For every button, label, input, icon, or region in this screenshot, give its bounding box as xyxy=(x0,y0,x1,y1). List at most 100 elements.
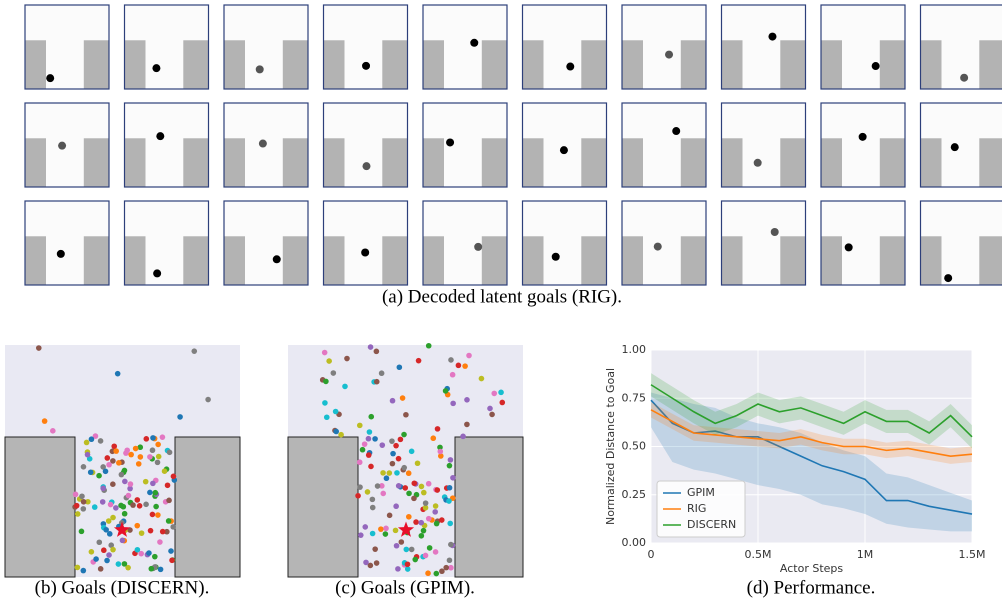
image-border xyxy=(322,4,409,90)
goal-dot xyxy=(447,520,454,527)
goal-dot xyxy=(359,446,366,453)
goal-dot xyxy=(392,527,399,534)
goal-dot xyxy=(110,458,116,464)
goal-dot xyxy=(110,514,116,521)
image-border xyxy=(223,102,309,188)
goal-image xyxy=(24,102,110,188)
goal-dot xyxy=(413,519,419,525)
goal-image xyxy=(820,4,906,90)
goal-dot xyxy=(491,390,498,397)
wall xyxy=(979,40,1002,89)
wall xyxy=(522,236,544,285)
goal-dot xyxy=(446,557,453,564)
goal-dot xyxy=(438,453,444,459)
object xyxy=(753,158,762,167)
object xyxy=(153,269,162,278)
goal-image xyxy=(24,200,110,286)
goal-dot xyxy=(450,400,456,407)
goal-dot xyxy=(134,546,141,553)
goal-image xyxy=(720,102,807,188)
goal-dot xyxy=(401,464,408,471)
image-border xyxy=(720,102,807,188)
goal-dot xyxy=(460,433,466,440)
goal-dot xyxy=(127,485,133,492)
goal-dot xyxy=(333,428,339,435)
goal-dot xyxy=(105,518,112,524)
goal-dot xyxy=(374,483,381,489)
goal-dot xyxy=(97,566,104,572)
goal-dot xyxy=(125,492,132,499)
image-border xyxy=(621,200,707,286)
goals-gpim xyxy=(287,342,524,578)
legend-box xyxy=(656,480,746,538)
wall xyxy=(382,40,408,89)
wall xyxy=(879,138,905,187)
goal-image xyxy=(422,102,508,188)
goal-dot xyxy=(78,528,85,535)
series-line xyxy=(650,384,973,438)
goal-dot xyxy=(394,470,400,476)
goal-dot xyxy=(418,519,425,526)
wall xyxy=(581,236,607,285)
goal-dot xyxy=(442,388,449,394)
image-border xyxy=(123,200,210,286)
wall xyxy=(224,40,245,89)
confidence-band xyxy=(651,402,972,464)
goal-dot xyxy=(138,530,145,536)
goal-dot xyxy=(164,482,171,489)
goal-dot xyxy=(80,567,87,574)
goal-dot xyxy=(356,459,363,466)
x-tick-label: 0.5M xyxy=(745,548,772,561)
goal-dot xyxy=(432,503,439,509)
goal-dot xyxy=(418,532,425,539)
wall xyxy=(423,138,444,187)
goal-dot xyxy=(406,490,412,497)
goals-discern xyxy=(4,345,241,578)
wall xyxy=(920,138,942,187)
goal-image xyxy=(322,200,409,286)
goal-dot xyxy=(97,438,104,444)
goal-dot xyxy=(355,492,361,499)
goal-dot xyxy=(86,456,93,462)
goal-dot xyxy=(136,503,143,509)
wall xyxy=(821,236,842,285)
wall xyxy=(382,236,408,285)
object xyxy=(258,139,267,148)
goal-dot xyxy=(422,552,429,559)
goal-dot xyxy=(372,436,378,442)
goal-dot xyxy=(92,433,99,439)
goal-dot xyxy=(108,542,115,548)
goal-dot xyxy=(362,524,369,530)
wall xyxy=(323,40,345,89)
wall xyxy=(25,40,46,89)
goal-image xyxy=(521,4,608,90)
goal-dot xyxy=(165,518,172,524)
goal-image xyxy=(322,4,409,90)
image-border xyxy=(720,200,807,286)
goal-dot xyxy=(408,546,415,553)
goal-dot xyxy=(118,471,125,478)
goal-dot xyxy=(379,442,386,448)
goal-dot xyxy=(389,438,395,444)
goal-image xyxy=(223,200,309,286)
wall xyxy=(680,40,706,89)
goal-dot xyxy=(169,557,175,564)
wall xyxy=(83,138,109,187)
y-tick-label: 0.50 xyxy=(622,440,647,453)
goal-dot xyxy=(111,443,118,450)
wall xyxy=(4,436,76,578)
goal-dot xyxy=(107,501,114,508)
goal-dot xyxy=(84,451,91,458)
goal-dot xyxy=(154,459,161,466)
object xyxy=(58,141,67,150)
goal-dot xyxy=(448,357,454,363)
goal-dot xyxy=(72,491,79,498)
goal-dot xyxy=(393,542,400,549)
object xyxy=(944,274,953,283)
legend-label: RIG xyxy=(687,502,706,515)
goal-dot xyxy=(367,344,374,350)
object xyxy=(474,242,483,251)
goal-dot xyxy=(143,501,149,508)
goal-dot xyxy=(119,537,126,544)
goal-dot xyxy=(411,480,418,487)
